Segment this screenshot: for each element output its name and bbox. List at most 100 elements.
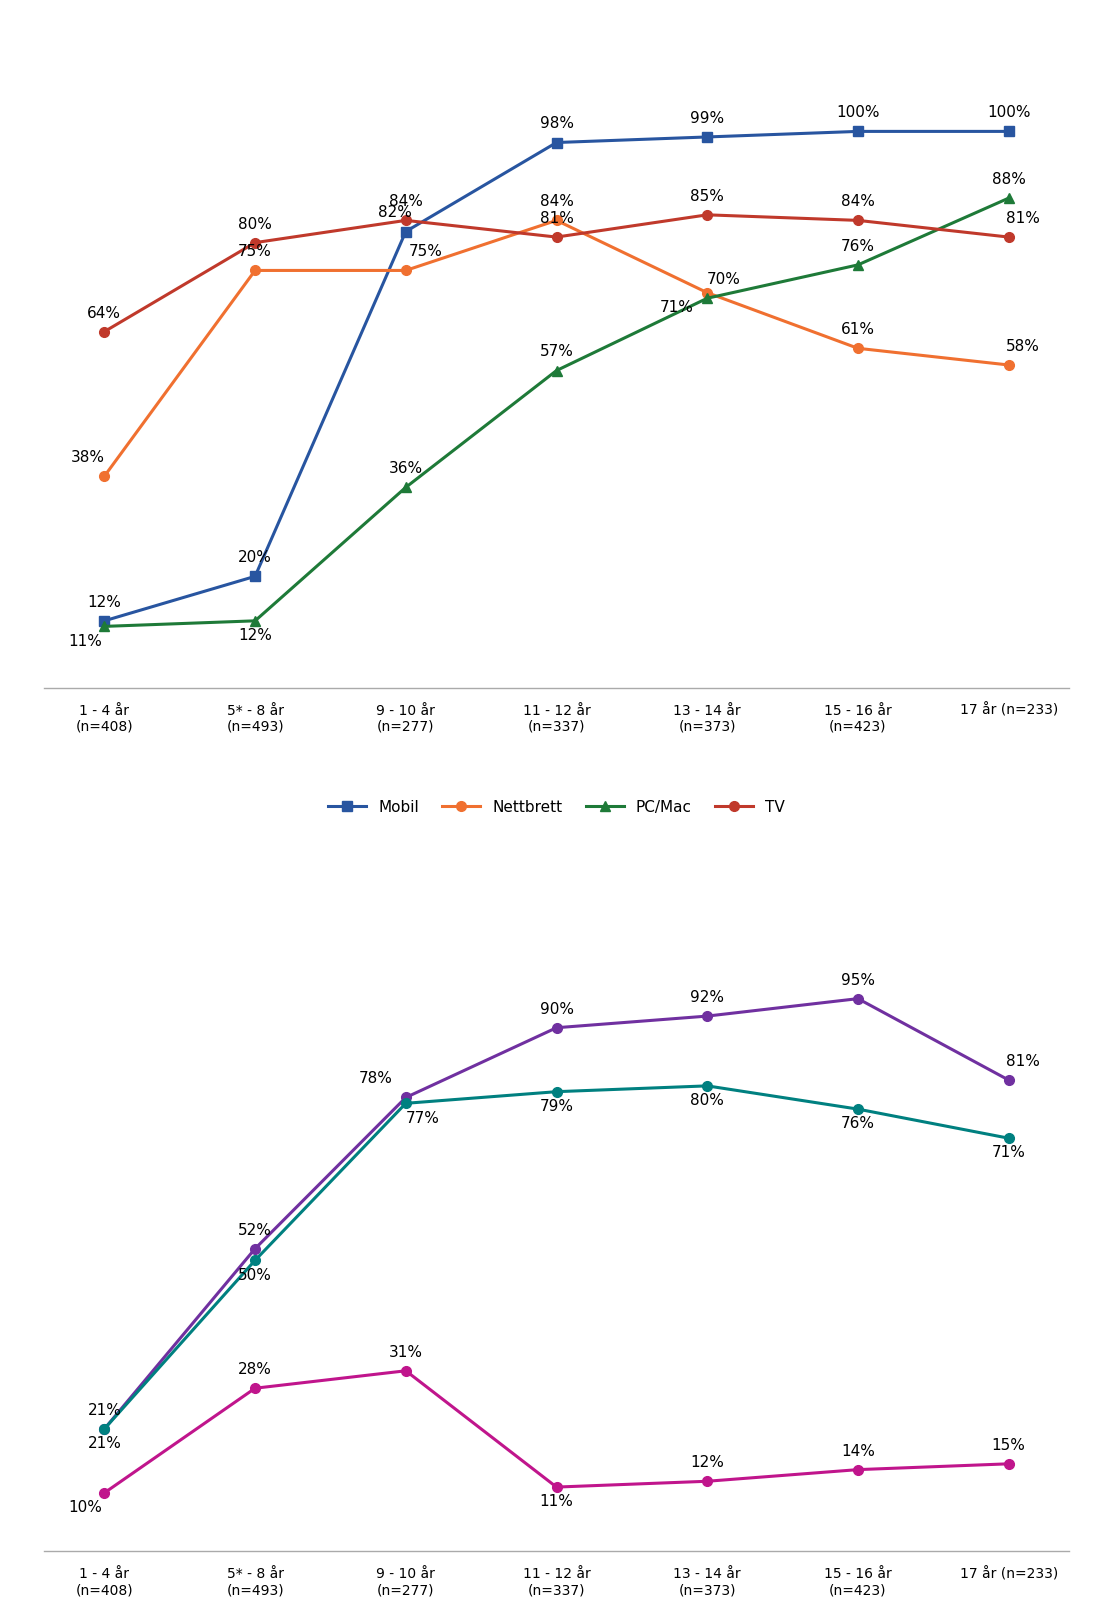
Text: 57%: 57% [540, 344, 573, 360]
Skole-PC/-nettbrett [701, 1006, 714, 1025]
Smartklokke [399, 1361, 412, 1380]
Smartklokke [701, 1471, 714, 1490]
Skole-PC/-nettbrett [248, 1239, 261, 1258]
Skole-PC/-nettbrett [98, 1420, 111, 1439]
Skole-PC/-nettbrett [1002, 1070, 1015, 1089]
Text: 61%: 61% [841, 321, 875, 337]
Spillkonsoll koblet til TV [1002, 1129, 1015, 1148]
Text: 12%: 12% [690, 1455, 724, 1469]
Smartklokke [98, 1484, 111, 1503]
Smartklokke [248, 1378, 261, 1398]
TV [98, 321, 111, 341]
Text: 31%: 31% [389, 1345, 423, 1359]
TV [248, 233, 261, 253]
Text: 100%: 100% [836, 106, 879, 120]
Spillkonsoll koblet til TV [399, 1094, 412, 1113]
Mobil [399, 222, 412, 241]
PC/Mac [852, 256, 865, 275]
Line: Smartklokke: Smartklokke [99, 1366, 1014, 1498]
Text: 52%: 52% [238, 1223, 272, 1238]
Mobil [98, 611, 111, 630]
Text: 50%: 50% [238, 1268, 272, 1282]
Nettbrett [852, 339, 865, 358]
Text: 75%: 75% [409, 245, 442, 259]
Mobil [550, 133, 563, 152]
Text: 82%: 82% [378, 205, 412, 221]
Text: 88%: 88% [992, 173, 1026, 187]
TV [852, 211, 865, 230]
Text: 80%: 80% [238, 216, 272, 232]
Text: 36%: 36% [389, 461, 423, 477]
Line: PC/Mac: PC/Mac [99, 193, 1014, 632]
Line: Mobil: Mobil [99, 126, 1014, 625]
Text: 84%: 84% [841, 193, 875, 209]
Text: 77%: 77% [406, 1111, 440, 1126]
Text: 21%: 21% [87, 1436, 121, 1452]
PC/Mac [248, 611, 261, 630]
Text: 78%: 78% [358, 1071, 392, 1086]
Text: 99%: 99% [690, 110, 724, 126]
Mobil [701, 128, 714, 147]
Spillkonsoll koblet til TV [248, 1250, 261, 1270]
Nettbrett [248, 261, 261, 280]
PC/Mac [399, 478, 412, 497]
TV [550, 227, 563, 246]
Text: 11%: 11% [540, 1495, 573, 1509]
PC/Mac [98, 617, 111, 636]
Smartklokke [550, 1477, 563, 1497]
Text: 12%: 12% [87, 595, 121, 609]
Text: 71%: 71% [660, 301, 693, 315]
Text: 95%: 95% [841, 972, 875, 988]
Text: 12%: 12% [238, 628, 272, 643]
Text: 81%: 81% [1006, 1054, 1039, 1070]
PC/Mac [550, 361, 563, 381]
Line: Nettbrett: Nettbrett [99, 216, 1014, 481]
Skole-PC/-nettbrett [852, 990, 865, 1009]
Text: 84%: 84% [389, 193, 423, 209]
Text: 76%: 76% [841, 1116, 875, 1132]
Text: 11%: 11% [68, 633, 101, 649]
Text: 14%: 14% [841, 1444, 875, 1458]
TV [1002, 227, 1015, 246]
Line: Spillkonsoll koblet til TV: Spillkonsoll koblet til TV [99, 1081, 1014, 1434]
Text: 20%: 20% [238, 550, 272, 564]
Spillkonsoll koblet til TV [98, 1420, 111, 1439]
Text: 15%: 15% [992, 1438, 1026, 1453]
Spillkonsoll koblet til TV [701, 1076, 714, 1095]
TV [399, 211, 412, 230]
Text: 58%: 58% [1006, 339, 1039, 353]
Text: 64%: 64% [87, 305, 121, 320]
Text: 80%: 80% [690, 1094, 724, 1108]
Text: 79%: 79% [540, 1099, 573, 1115]
Nettbrett [399, 261, 412, 280]
TV [701, 205, 714, 224]
Text: 10%: 10% [68, 1500, 101, 1516]
Nettbrett [1002, 355, 1015, 374]
Line: TV: TV [99, 209, 1014, 336]
Nettbrett [98, 467, 111, 486]
Nettbrett [550, 211, 563, 230]
Text: 100%: 100% [987, 106, 1030, 120]
Smartklokke [852, 1460, 865, 1479]
Spillkonsoll koblet til TV [852, 1100, 865, 1119]
Text: 85%: 85% [690, 189, 724, 203]
Line: Skole-PC/-nettbrett: Skole-PC/-nettbrett [99, 995, 1014, 1434]
Spillkonsoll koblet til TV [550, 1083, 563, 1102]
Mobil [852, 122, 865, 141]
Text: 71%: 71% [992, 1145, 1026, 1161]
Smartklokke [1002, 1453, 1015, 1473]
Text: 92%: 92% [690, 990, 724, 1006]
Skole-PC/-nettbrett [550, 1019, 563, 1038]
Skole-PC/-nettbrett [399, 1087, 412, 1107]
Text: 76%: 76% [841, 238, 875, 254]
PC/Mac [701, 289, 714, 309]
Text: 75%: 75% [238, 245, 272, 259]
Mobil [248, 566, 261, 585]
Text: 81%: 81% [1006, 211, 1039, 225]
Text: 81%: 81% [540, 211, 573, 225]
Text: 70%: 70% [707, 272, 741, 288]
Text: 21%: 21% [87, 1402, 121, 1418]
Mobil [1002, 122, 1015, 141]
Text: 90%: 90% [540, 1001, 573, 1017]
Text: 28%: 28% [238, 1362, 272, 1377]
